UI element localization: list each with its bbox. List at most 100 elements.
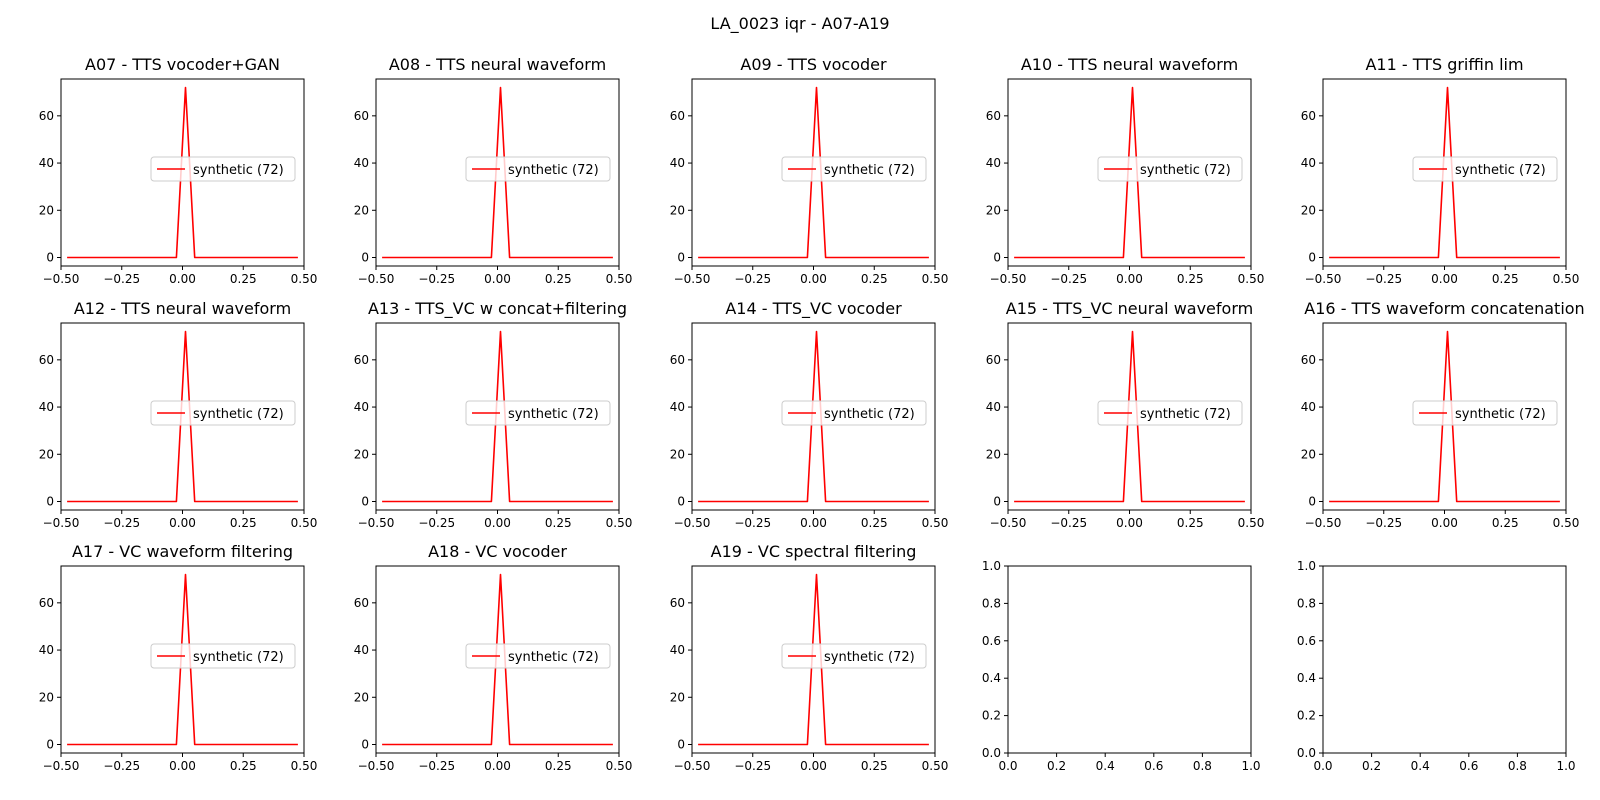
subplot-12: A18 - VC vocoder −0.50 −0.25 0.00 0.25 0.50 0 2… [354, 542, 633, 773]
y-tick-label: 0.0 [982, 746, 1001, 760]
x-tick-label: 0.6 [1459, 759, 1478, 773]
series-line [1014, 330, 1245, 503]
y-tick-label: 40 [354, 156, 369, 170]
x-tick-label: −0.25 [1050, 272, 1087, 286]
legend-label: synthetic (72) [1455, 163, 1546, 178]
x-tick-label: 0.25 [230, 516, 257, 530]
y-tick-label: 0.0 [1297, 746, 1316, 760]
x-tick-label: 0.00 [1431, 516, 1458, 530]
x-tick-label: −0.25 [1365, 272, 1402, 286]
x-tick-label: 0.25 [861, 759, 888, 773]
series-line [698, 86, 929, 259]
x-tick-label: −0.50 [43, 272, 80, 286]
x-tick-label: 0.00 [800, 272, 827, 286]
plot-area [1322, 565, 1567, 754]
y-tick-label: 60 [986, 353, 1001, 367]
x-tick-label: 0.25 [1177, 516, 1204, 530]
y-tick-label: 0 [46, 495, 54, 509]
legend-label: synthetic (72) [193, 407, 284, 422]
subplot-title: A18 - VC vocoder [428, 542, 567, 561]
x-tick-label: 0.00 [169, 759, 196, 773]
x-tick-label: −0.50 [990, 516, 1027, 530]
subplot-title: A16 - TTS waveform concatenation [1304, 299, 1584, 318]
x-tick-label: 0.25 [545, 272, 572, 286]
x-tick-label: 0.2 [1362, 759, 1381, 773]
subplot-1: A07 - TTS vocoder+GAN −0.50 −0.25 0.00 0.25 0… [39, 55, 318, 286]
x-tick-label: 0.25 [861, 516, 888, 530]
y-tick-label: 60 [354, 596, 369, 610]
series-line [67, 86, 298, 259]
x-tick-label: 0.50 [1238, 272, 1265, 286]
subplot-14: 0.0 0.2 0.4 0.6 0.8 1.0 0.0 0.2 0.4 0.6 0.8 1.0 [982, 559, 1261, 773]
legend-box [465, 156, 611, 182]
series-line [1329, 330, 1560, 503]
x-tick-label: 0.2 [1047, 759, 1066, 773]
x-tick-label: 0.00 [800, 516, 827, 530]
subplot-title: A07 - TTS vocoder+GAN [85, 55, 280, 74]
subplot-13: A19 - VC spectral filtering −0.50 −0.25 0.0… [670, 542, 949, 773]
x-tick-label: 0.50 [606, 759, 633, 773]
y-tick-label: 0 [993, 251, 1001, 265]
x-tick-label: 0.25 [545, 759, 572, 773]
legend-box [781, 156, 927, 182]
legend-box [1097, 400, 1243, 426]
series-line [382, 573, 613, 746]
x-tick-label: 0.50 [922, 516, 949, 530]
legend-box [465, 400, 611, 426]
x-tick-label: −0.25 [1365, 516, 1402, 530]
y-tick-label: 0.8 [982, 596, 1001, 610]
legend-label: synthetic (72) [508, 407, 599, 422]
subplot-8: A14 - TTS_VC vocoder −0.50 −0.25 0.00 0.25 0.… [670, 299, 949, 530]
y-tick-label: 0.6 [982, 634, 1001, 648]
y-tick-label: 20 [986, 447, 1001, 461]
y-tick-label: 0 [677, 495, 685, 509]
legend: synthetic (72) [1097, 156, 1243, 182]
x-tick-label: −0.50 [1305, 272, 1342, 286]
y-tick-label: 60 [986, 109, 1001, 123]
y-tick-label: 0 [46, 738, 54, 752]
x-tick-label: −0.25 [418, 759, 455, 773]
y-tick-label: 60 [1301, 109, 1316, 123]
legend: synthetic (72) [150, 156, 296, 182]
subplot-grid: A07 - TTS vocoder+GAN−0.50 −0.25 0.00 0.25 0… [39, 55, 1585, 773]
subplot-title: A10 - TTS neural waveform [1021, 55, 1238, 74]
x-tick-label: 0.00 [1431, 272, 1458, 286]
x-tick-label: 0.25 [861, 272, 888, 286]
subplot-title: A13 - TTS_VC w concat+filtering [368, 299, 627, 319]
x-tick-label: −0.25 [103, 516, 140, 530]
y-tick-label: 60 [39, 596, 54, 610]
y-tick-label: 0.4 [1297, 671, 1316, 685]
x-tick-label: 0.25 [1492, 516, 1519, 530]
y-tick-label: 0 [361, 251, 369, 265]
subplot-title: A09 - TTS vocoder [740, 55, 887, 74]
x-tick-label: −0.50 [674, 272, 711, 286]
x-tick-label: 0.50 [1553, 516, 1580, 530]
legend: synthetic (72) [781, 400, 927, 426]
y-tick-label: 0 [1308, 495, 1316, 509]
y-tick-label: 40 [1301, 156, 1316, 170]
legend-box [1412, 400, 1558, 426]
series-line [382, 86, 613, 259]
plot-area [1007, 565, 1252, 754]
subplot-title: A15 - TTS_VC neural waveform [1006, 299, 1253, 319]
series-line [1329, 86, 1560, 259]
subplot-2: A08 - TTS neural waveform −0.50 −0.25 0.00 0… [354, 55, 633, 286]
x-tick-label: −0.25 [734, 272, 771, 286]
y-tick-label: 1.0 [982, 559, 1001, 573]
legend-label: synthetic (72) [508, 163, 599, 178]
legend-label: synthetic (72) [193, 650, 284, 665]
legend: synthetic (72) [1097, 400, 1243, 426]
subplot-4: A10 - TTS neural waveform −0.50 −0.25 0.00 0… [986, 55, 1265, 286]
y-tick-label: 0.6 [1297, 634, 1316, 648]
x-tick-label: −0.25 [734, 516, 771, 530]
subplot-11: A17 - VC waveform filtering −0.50 −0.25 0.0… [39, 542, 318, 773]
x-tick-label: 0.0 [1313, 759, 1332, 773]
legend-box [150, 400, 296, 426]
subplot-9: A15 - TTS_VC neural waveform −0.50 −0.25 0.… [986, 299, 1265, 530]
x-tick-label: 0.0 [998, 759, 1017, 773]
x-tick-label: 0.50 [1238, 516, 1265, 530]
subplot-15: 0.0 0.2 0.4 0.6 0.8 1.0 0.0 0.2 0.4 0.6 0.8 1.0 [1297, 559, 1576, 773]
x-tick-label: 0.25 [230, 759, 257, 773]
y-tick-label: 1.0 [1297, 559, 1316, 573]
